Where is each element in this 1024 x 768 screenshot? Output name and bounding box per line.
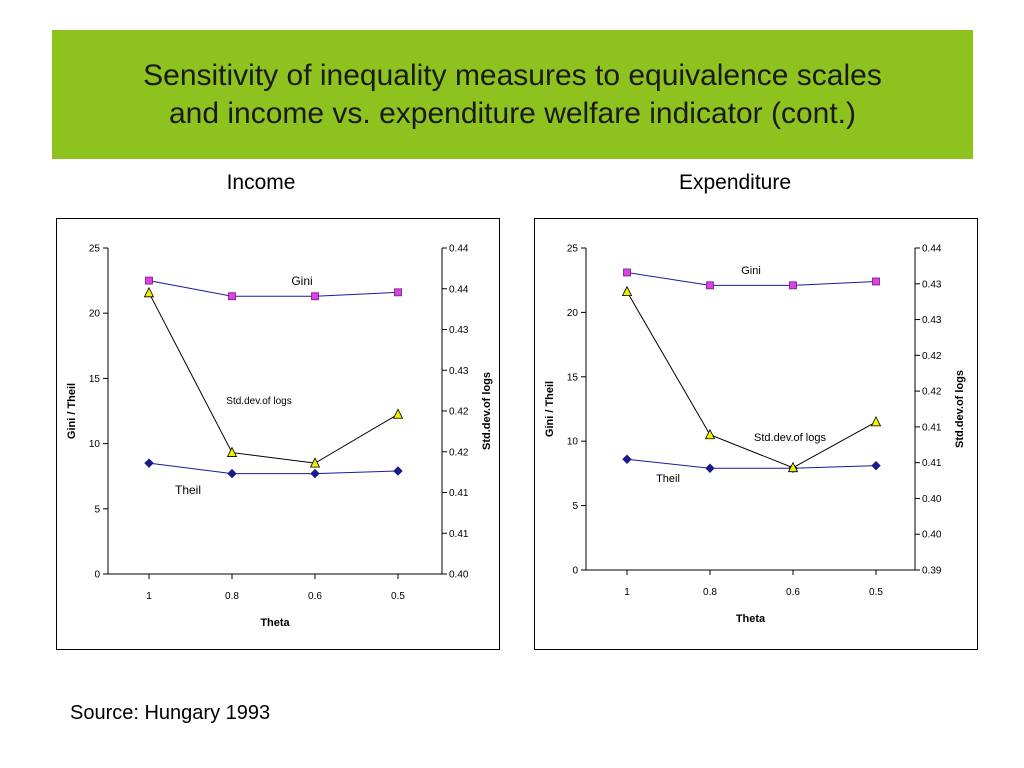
std-dev-series-line bbox=[148, 292, 399, 464]
gini-series-label: Gini bbox=[741, 265, 761, 277]
gini-point bbox=[145, 276, 153, 285]
left-tick-label: 10 bbox=[567, 437, 579, 448]
std-dev-point bbox=[787, 461, 799, 473]
right-tick-label: 0.41 bbox=[449, 488, 469, 499]
right-tick-label: 0.43 bbox=[922, 315, 942, 326]
slide-title: Sensitivity of inequality measures to eq… bbox=[143, 58, 882, 130]
left-tick-label: 20 bbox=[567, 308, 579, 319]
right-tick-label: 0.42 bbox=[449, 447, 469, 458]
gini-point bbox=[311, 292, 319, 301]
x-tick-label: 1 bbox=[146, 591, 152, 602]
std-dev-point bbox=[226, 446, 238, 457]
theil-series-line bbox=[148, 462, 399, 475]
right-tick-label: 0.40 bbox=[922, 530, 942, 541]
right-tick-label: 0.40 bbox=[922, 494, 942, 505]
right-tick-label: 0.42 bbox=[922, 351, 942, 362]
theil-series-label: Theil bbox=[656, 473, 680, 485]
x-tick-label: 0.8 bbox=[703, 587, 717, 598]
gini-point bbox=[706, 281, 714, 290]
std-dev-point bbox=[704, 428, 716, 440]
left-tick-label: 0 bbox=[572, 566, 578, 577]
right-axis-title: Std.dev.of logs bbox=[481, 372, 493, 450]
theil-point bbox=[393, 466, 403, 476]
theil-point bbox=[705, 463, 715, 473]
income-panel-heading: Income bbox=[226, 171, 296, 194]
theil-series-line bbox=[626, 458, 877, 469]
income-chart: 0 5 10 15 20 25 0.40 0.41 0.41 0.42 0.42 0.43 0.43 0.… bbox=[56, 218, 500, 650]
theil-series-label: Theil bbox=[175, 483, 201, 497]
std-dev-point bbox=[143, 286, 155, 298]
right-tick-label: 0.40 bbox=[449, 570, 469, 581]
theil-point bbox=[622, 454, 632, 464]
left-tick-label: 5 bbox=[572, 501, 578, 512]
right-tick-label: 0.43 bbox=[922, 279, 942, 290]
left-axis-title: Gini / Theil bbox=[544, 381, 556, 437]
x-axis-title: Theta bbox=[736, 613, 766, 625]
left-tick-label: 0 bbox=[94, 570, 100, 581]
gini-point bbox=[789, 281, 797, 290]
theil-point bbox=[871, 460, 881, 471]
x-tick-label: 0.6 bbox=[308, 591, 322, 602]
income-chart-svg: 0 5 10 15 20 25 0.40 0.41 0.41 0.42 0.42 0.43 0.43 0.… bbox=[66, 244, 493, 630]
source-note: Source: Hungary 1993 bbox=[70, 702, 271, 724]
right-tick-label: 0.41 bbox=[922, 422, 942, 433]
right-tick-label: 0.42 bbox=[449, 407, 469, 418]
std-dev-point bbox=[870, 415, 882, 427]
std-dev-series-label: Std.dev.of logs bbox=[754, 432, 826, 444]
std-dev-series-line bbox=[626, 291, 877, 469]
right-tick-label: 0.44 bbox=[449, 244, 469, 255]
gini-point bbox=[623, 268, 631, 277]
x-tick-label: 1 bbox=[624, 587, 630, 598]
std-dev-series-label: Std.dev.of logs bbox=[226, 396, 291, 407]
x-tick-label: 0.6 bbox=[786, 587, 800, 598]
right-axis-title: Std.dev.of logs bbox=[954, 370, 966, 448]
title-banner: Sensitivity of inequality measures to eq… bbox=[52, 30, 973, 159]
left-tick-label: 25 bbox=[89, 244, 101, 255]
std-dev-point bbox=[309, 457, 321, 468]
theil-point bbox=[310, 468, 320, 479]
gini-point bbox=[228, 292, 236, 301]
right-tick-label: 0.44 bbox=[922, 244, 942, 255]
right-tick-label: 0.41 bbox=[922, 458, 942, 469]
std-dev-point bbox=[392, 408, 404, 419]
gini-point bbox=[394, 288, 402, 297]
right-tick-label: 0.42 bbox=[922, 387, 942, 398]
right-tick-label: 0.43 bbox=[449, 366, 469, 377]
theil-point bbox=[144, 458, 154, 468]
right-tick-label: 0.43 bbox=[449, 325, 469, 336]
gini-series-line bbox=[148, 280, 399, 297]
left-tick-label: 25 bbox=[567, 244, 579, 255]
right-tick-label: 0.39 bbox=[922, 566, 942, 577]
left-axis-title: Gini / Theil bbox=[66, 383, 78, 439]
left-tick-label: 15 bbox=[567, 372, 579, 383]
expenditure-panel-heading: Expenditure bbox=[678, 171, 792, 194]
x-tick-label: 0.5 bbox=[869, 587, 883, 598]
x-axis-title: Theta bbox=[260, 617, 290, 629]
expenditure-chart-svg: 0 5 10 15 20 25 0.39 0.40 0.40 0.41 0.41 0.42 0.42 0.… bbox=[544, 244, 966, 626]
left-tick-label: 10 bbox=[89, 439, 101, 450]
left-tick-label: 5 bbox=[94, 504, 100, 515]
std-dev-point bbox=[621, 285, 633, 297]
right-tick-label: 0.41 bbox=[449, 529, 469, 540]
gini-point bbox=[872, 277, 880, 286]
theil-point bbox=[227, 468, 237, 479]
right-tick-label: 0.44 bbox=[449, 284, 469, 295]
left-tick-label: 15 bbox=[89, 374, 101, 385]
x-tick-label: 0.5 bbox=[391, 591, 405, 602]
gini-series-line bbox=[626, 271, 877, 286]
x-tick-label: 0.8 bbox=[225, 591, 239, 602]
gini-series-label: Gini bbox=[291, 274, 312, 288]
left-tick-label: 20 bbox=[89, 309, 101, 320]
expenditure-chart: 0 5 10 15 20 25 0.39 0.40 0.40 0.41 0.41 0.42 0.42 0.… bbox=[534, 218, 978, 650]
